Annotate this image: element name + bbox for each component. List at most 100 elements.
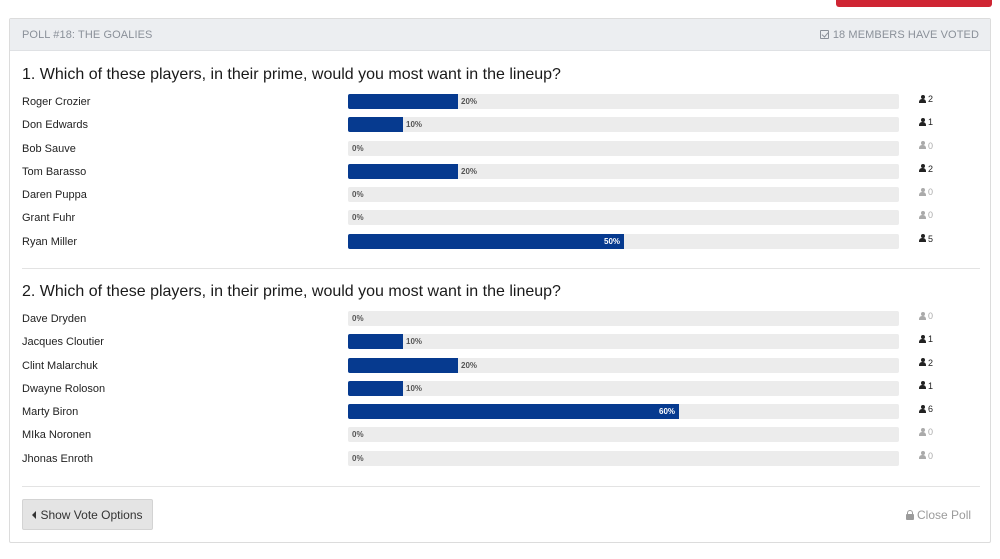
vote-count: 2 (919, 164, 933, 174)
progress-fill (348, 334, 403, 350)
vote-count: 1 (919, 381, 933, 391)
poll-option-row: Marty Biron 60% 6 (22, 402, 980, 425)
vote-count-value: 2 (928, 357, 934, 368)
poll-option-row: Don Edwards 10% 1 (22, 115, 980, 138)
user-icon (919, 187, 926, 197)
option-name: Ryan Miller (22, 235, 78, 248)
percent-label: 0% (352, 430, 364, 440)
option-list: Roger Crozier 20% 2 Don Edwards 10% 1 Bob Sauv… (22, 92, 980, 255)
progress-bar: 50% (348, 233, 899, 249)
vote-count: 0 (919, 210, 933, 220)
percent-label: 10% (406, 383, 423, 393)
progress-bar: 0% (348, 450, 899, 466)
vote-count: 0 (919, 311, 933, 321)
vote-count-value: 5 (928, 233, 934, 244)
progress-bar: 20% (348, 163, 899, 179)
option-name: Don Edwards (22, 119, 89, 132)
option-list: Dave Dryden 0% 0 Jacques Cloutier 10% 1 Clint … (22, 309, 980, 472)
poll-option-row: MIka Noronen 0% 0 (22, 425, 980, 448)
vote-count: 0 (919, 141, 933, 151)
poll-option-row: Clint Malarchuk 20% 2 (22, 356, 980, 379)
option-name: Jhonas Enroth (22, 452, 93, 465)
close-poll-button[interactable]: Close Poll (906, 508, 971, 522)
progress-fill (348, 404, 679, 420)
progress-bar: 0% (348, 427, 899, 443)
poll-title: POLL #18: THE GOALIES (22, 28, 153, 41)
option-name: Grant Fuhr (22, 212, 76, 225)
voted-count: 18 MEMBERS HAVE VOTED (819, 28, 979, 41)
poll-option-row: Dwayne Roloson 10% 1 (22, 379, 980, 402)
user-icon (919, 164, 926, 173)
user-icon (919, 311, 926, 321)
percent-label: 20% (461, 97, 478, 106)
vote-count-value: 0 (928, 311, 934, 321)
progress-fill (348, 117, 403, 133)
percent-label: 10% (406, 337, 423, 347)
user-icon (919, 451, 926, 460)
percent-label: 0% (352, 190, 364, 200)
percent-label: 60% (659, 407, 676, 417)
show-vote-options-label: Show Vote Options (40, 507, 143, 522)
option-name: Dave Dryden (22, 313, 87, 325)
percent-label: 20% (461, 360, 478, 370)
progress-bar: 0% (348, 311, 899, 326)
caret-left-icon (32, 510, 37, 519)
vote-count-value: 0 (928, 450, 934, 461)
poll-option-row: Roger Crozier 20% 2 (22, 92, 980, 115)
poll-option-row: Ryan Miller 50% 5 (22, 232, 980, 255)
progress-fill (348, 380, 403, 396)
user-icon (919, 117, 926, 127)
poll-question-2: 2. Which of these players, in their prim… (22, 282, 980, 472)
question-title: 2. Which of these players, in their prim… (22, 283, 561, 300)
show-vote-options-button[interactable]: Show Vote Options (22, 499, 153, 530)
percent-label: 10% (406, 120, 423, 130)
progress-fill (348, 94, 458, 109)
vote-count-value: 1 (928, 334, 934, 345)
vote-count-value: 0 (928, 427, 934, 438)
poll-option-row: Tom Barasso 20% 2 (22, 162, 980, 185)
vote-count: 2 (919, 94, 933, 104)
progress-bar: 0% (348, 140, 899, 156)
lock-icon (906, 510, 914, 520)
user-icon (919, 381, 926, 390)
progress-fill (348, 163, 458, 179)
vote-count: 1 (919, 117, 933, 127)
poll-panel: POLL #18: THE GOALIES 18 MEMBERS HAVE VO… (9, 18, 991, 543)
vote-count: 1 (919, 334, 933, 344)
user-icon (919, 334, 926, 344)
option-name: Jacques Cloutier (22, 336, 104, 349)
progress-bar: 10% (348, 117, 899, 133)
checkbox-icon (819, 30, 829, 39)
poll-option-row: Bob Sauve 0% 0 (22, 139, 980, 162)
vote-count-value: 1 (928, 380, 934, 391)
divider (22, 268, 980, 269)
user-icon (919, 141, 926, 150)
poll-option-row: Daren Puppa 0% 0 (22, 185, 980, 208)
top-action-button[interactable] (836, 0, 992, 7)
poll-option-row: Dave Dryden 0% 0 (22, 309, 980, 332)
voted-text: 18 MEMBERS HAVE VOTED (832, 28, 979, 41)
vote-count-value: 0 (928, 210, 934, 221)
progress-bar: 20% (348, 94, 899, 109)
user-icon (919, 210, 926, 220)
vote-count-value: 6 (928, 404, 934, 415)
vote-count-value: 2 (928, 163, 934, 174)
percent-label: 0% (352, 143, 364, 153)
option-name: Tom Barasso (22, 165, 87, 178)
progress-bar: 10% (348, 380, 899, 396)
option-name: Daren Puppa (22, 189, 87, 202)
option-name: Marty Biron (22, 406, 79, 419)
percent-label: 0% (352, 314, 364, 323)
option-name: Dwayne Roloson (22, 382, 106, 395)
vote-count: 5 (919, 234, 933, 244)
user-icon (919, 358, 926, 367)
vote-count: 0 (919, 427, 933, 437)
poll-option-row: Jacques Cloutier 10% 1 (22, 332, 980, 355)
option-name: Roger Crozier (22, 96, 91, 108)
option-name: MIka Noronen (22, 429, 92, 442)
progress-fill (348, 233, 624, 249)
vote-count-value: 2 (928, 94, 934, 104)
percent-label: 0% (352, 213, 364, 223)
option-name: Bob Sauve (22, 142, 76, 155)
question-title: 1. Which of these players, in their prim… (22, 66, 561, 83)
